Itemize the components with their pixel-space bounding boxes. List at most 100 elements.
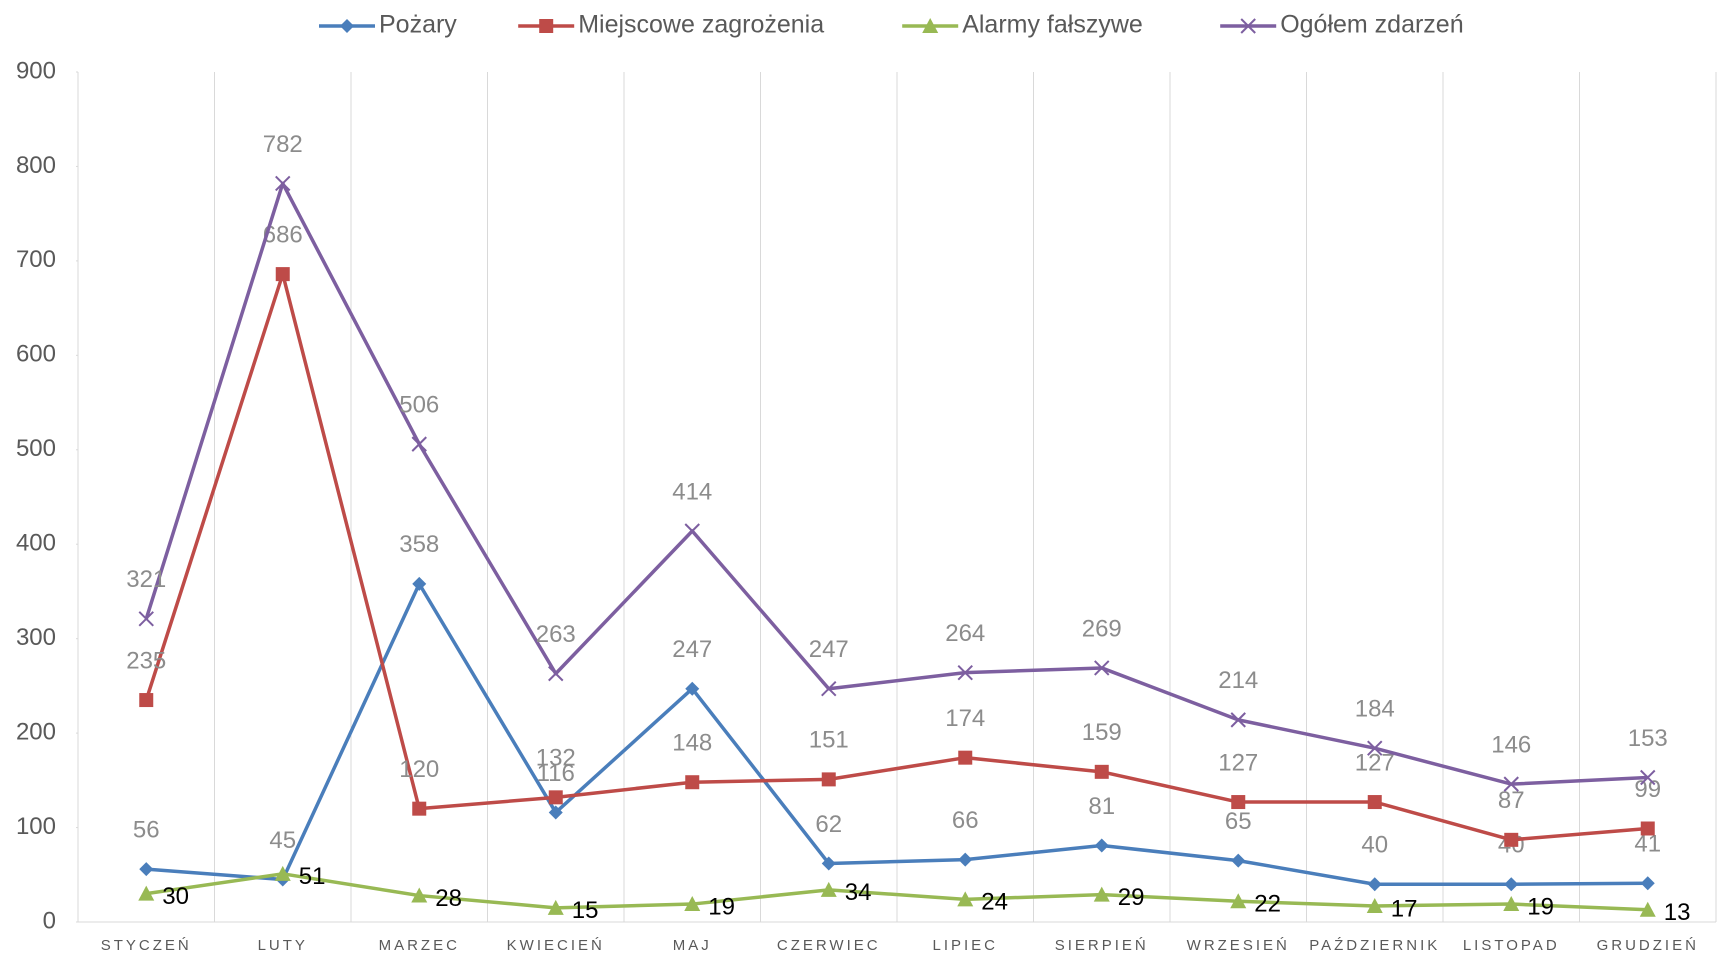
marker (340, 19, 354, 33)
marker (275, 175, 291, 192)
x-tick-label: GRUDZIEŃ (1597, 937, 1699, 954)
marker (1640, 821, 1655, 836)
marker (1094, 838, 1109, 853)
marker (539, 19, 554, 33)
data-label: 235 (126, 647, 166, 674)
marker (1094, 660, 1110, 676)
marker (139, 862, 154, 877)
marker (1240, 18, 1256, 34)
data-label: 30 (162, 883, 189, 910)
marker (138, 885, 155, 901)
x-tick-label: LISTOPAD (1463, 937, 1560, 954)
data-label: 414 (672, 478, 712, 505)
marker (139, 693, 154, 708)
marker (685, 775, 700, 790)
marker (1503, 896, 1520, 912)
series: 321 782 506 263 414 247 264 269 214 184 146 153 (126, 131, 1668, 792)
data-label: 15 (572, 897, 599, 924)
marker (548, 790, 563, 805)
marker (957, 664, 973, 681)
marker (411, 887, 428, 903)
data-label: 65 (1225, 808, 1252, 835)
y-tick-label: 800 (16, 152, 56, 179)
data-label: 247 (809, 636, 849, 663)
data-label: 99 (1634, 776, 1661, 803)
data-label: 153 (1628, 725, 1668, 752)
x-tick-label: MAJ (673, 937, 712, 954)
y-tick-label: 700 (16, 246, 56, 273)
legend-label: Ogółem zdarzeń (1280, 11, 1463, 39)
x-tick-label: KWIECIEŃ (507, 937, 605, 954)
data-label: 29 (1118, 884, 1145, 911)
data-label: 146 (1491, 731, 1531, 758)
y-tick-label: 400 (16, 530, 56, 557)
data-label: 358 (399, 531, 439, 558)
data-label: 174 (945, 705, 985, 732)
marker (548, 805, 563, 820)
data-label: 45 (269, 827, 296, 854)
data-label: 506 (399, 391, 439, 418)
y-tick-label: 600 (16, 341, 56, 368)
x-tick-label: STYCZEŃ (101, 937, 192, 954)
x-tick-label: LUTY (258, 937, 308, 954)
data-label: 81 (1088, 793, 1115, 820)
marker (547, 899, 564, 915)
series-line (145, 872, 1648, 912)
y-tick-label: 900 (16, 57, 56, 84)
data-label: 19 (1527, 893, 1554, 920)
marker (821, 681, 837, 697)
data-label: 151 (809, 727, 849, 754)
data-label: 34 (845, 879, 872, 906)
x-tick-label: MARZEC (379, 937, 460, 954)
data-label: 269 (1082, 615, 1122, 642)
data-label: 87 (1498, 787, 1525, 814)
x-tick-label: CZERWIEC (777, 937, 881, 954)
marker (1366, 897, 1383, 913)
y-tick-label: 200 (16, 718, 56, 745)
data-label: 263 (536, 621, 576, 648)
data-label: 127 (1355, 749, 1395, 776)
data-label: 17 (1391, 895, 1418, 922)
marker (274, 865, 291, 881)
marker (1639, 901, 1656, 917)
data-label: 148 (672, 730, 712, 757)
marker (1504, 832, 1519, 847)
x-tick-label: SIERPIEŃ (1055, 937, 1149, 954)
marker (1367, 740, 1383, 756)
legend-label: Miejscowe zagrożenia (578, 11, 824, 39)
data-label: 159 (1082, 719, 1122, 746)
data-label: 51 (299, 863, 326, 890)
series-line (144, 181, 1648, 786)
marker (412, 576, 427, 591)
marker (922, 18, 939, 33)
marker (1230, 712, 1246, 728)
x-tick-label: PAŹDZIERNIK (1309, 937, 1440, 954)
marker (958, 852, 973, 867)
data-label: 24 (981, 889, 1008, 916)
marker (684, 896, 701, 912)
marker (412, 801, 427, 816)
marker (275, 267, 290, 282)
data-label: 40 (1361, 832, 1388, 859)
marker (821, 772, 836, 787)
data-label: 321 (126, 566, 166, 593)
x-tick-label: WRZESIEŃ (1187, 937, 1290, 954)
marker (138, 611, 154, 627)
marker (1504, 877, 1519, 892)
series-line (146, 582, 1648, 886)
marker (1367, 877, 1382, 892)
y-tick-label: 300 (16, 624, 56, 651)
series-line (144, 272, 1648, 842)
marker (1231, 795, 1246, 810)
marker (1093, 886, 1110, 902)
legend-label: Pożary (379, 11, 457, 39)
data-label: 120 (399, 756, 439, 783)
series: 30 51 28 15 19 34 24 29 22 17 19 13 (138, 863, 1690, 926)
data-label: 19 (708, 893, 735, 920)
marker (958, 750, 973, 765)
y-tick-label: 0 (43, 907, 56, 934)
marker (548, 665, 564, 682)
x-tick-label: LIPIEC (932, 937, 998, 954)
